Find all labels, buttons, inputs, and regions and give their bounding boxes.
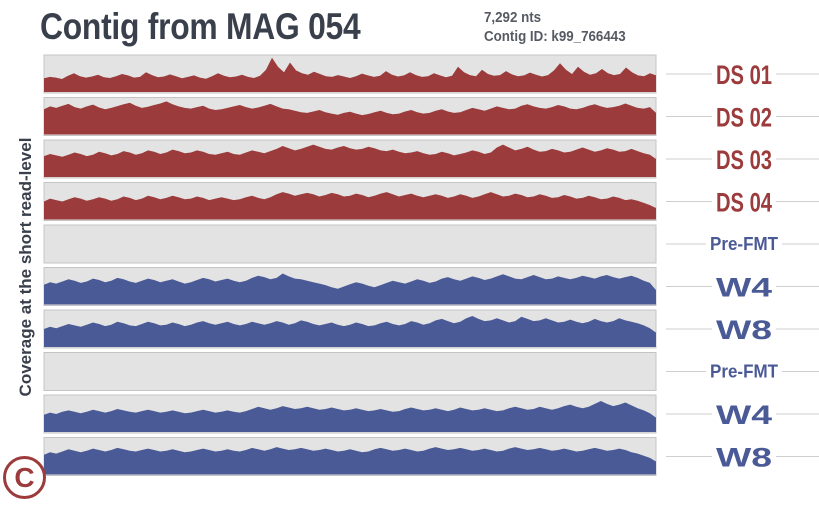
sample-label: DS 03 bbox=[716, 145, 772, 175]
coverage-area bbox=[44, 144, 656, 177]
sample-label: W4 bbox=[716, 273, 772, 303]
sample-label: DS 02 bbox=[716, 103, 772, 133]
label-backdrop bbox=[712, 315, 776, 343]
track-background bbox=[43, 352, 657, 391]
sample-label: DS 01 bbox=[716, 60, 772, 90]
coverage-area bbox=[44, 447, 656, 475]
contig-id: Contig ID: k99_766443 bbox=[484, 29, 626, 45]
sample-label: W8 bbox=[716, 315, 772, 345]
track-4: DS 04 bbox=[43, 182, 819, 221]
label-backdrop bbox=[712, 400, 776, 428]
coverage-area bbox=[44, 401, 656, 432]
track-5: Pre-FMT bbox=[43, 224, 819, 264]
label-backdrop bbox=[712, 272, 776, 301]
page-title: Contig from MAG 054 bbox=[40, 6, 361, 47]
label-backdrop bbox=[712, 102, 776, 131]
coverage-area bbox=[44, 273, 656, 305]
sample-label: DS 04 bbox=[716, 188, 772, 218]
label-backdrop bbox=[706, 357, 782, 386]
label-backdrop bbox=[712, 60, 776, 88]
sample-label: Pre-FMT bbox=[710, 362, 778, 382]
track-3: DS 03 bbox=[43, 139, 819, 179]
coverage-area bbox=[44, 192, 656, 220]
sample-label: W8 bbox=[716, 443, 772, 473]
sample-label: Pre-FMT bbox=[710, 234, 778, 254]
label-backdrop bbox=[706, 230, 782, 258]
track-6: W4 bbox=[43, 267, 819, 306]
label-backdrop bbox=[712, 145, 776, 173]
track-9: W4 bbox=[43, 394, 819, 434]
coverage-area bbox=[44, 316, 656, 347]
track-background bbox=[43, 224, 657, 264]
label-backdrop bbox=[712, 187, 776, 216]
track-2: DS 02 bbox=[43, 97, 819, 136]
track-8: Pre-FMT bbox=[43, 352, 819, 391]
track-1: DS 01 bbox=[43, 54, 819, 94]
track-7: W8 bbox=[43, 309, 819, 349]
track-10: W8 bbox=[43, 437, 819, 476]
label-backdrop bbox=[712, 442, 776, 471]
coverage-area bbox=[44, 57, 656, 92]
panel-letter-badge: C bbox=[3, 456, 46, 499]
contig-length: 7,292 nts bbox=[484, 10, 542, 26]
sample-label: W4 bbox=[716, 400, 772, 430]
coverage-area bbox=[44, 101, 656, 135]
